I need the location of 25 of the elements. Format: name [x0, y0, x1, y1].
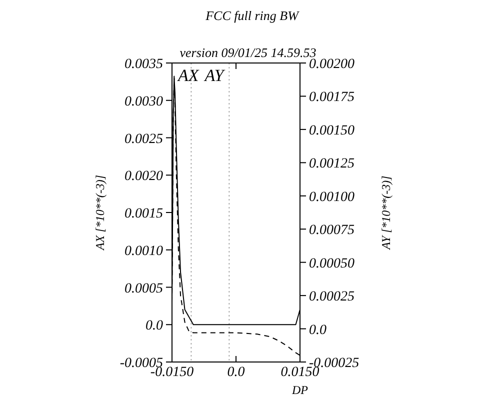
y2-tick-label: 0.00175 [309, 90, 354, 106]
y-tick-label: 0.0035 [124, 57, 163, 72]
y-axis-title: AX [*10**(-3)] [93, 174, 107, 251]
y2-tick-label: 0.00125 [309, 156, 354, 172]
y2-tick-label: 0.00025 [309, 290, 354, 305]
y2-tick-label: 0.00100 [309, 190, 354, 205]
y2-tick-label: 0.00075 [309, 223, 354, 238]
y-tick-label: 0.0010 [124, 244, 163, 259]
y-tick-label: 0.0025 [124, 132, 163, 147]
chart-subtitle: version 09/01/25 14.59.53 [180, 45, 317, 60]
y-tick-label: 0.0015 [124, 206, 163, 222]
y-tick-label: 0.0 [146, 318, 163, 334]
y-tick-label: 0.0005 [124, 281, 163, 296]
chart-title: FCC full ring BW [204, 8, 300, 23]
y2-axis-title: AY [*10**(-3)] [379, 175, 393, 250]
y-tick-label: 0.0030 [124, 94, 163, 110]
y2-tick-label: 0.00050 [309, 256, 354, 272]
y2-tick-label: 0.00150 [309, 123, 354, 138]
x-axis-title: DP [291, 383, 309, 397]
series-label: AY [204, 66, 226, 85]
x-tick-label: 0.0 [227, 365, 245, 380]
y2-tick-label: 0.0 [309, 322, 326, 338]
y-tick-label: 0.0020 [124, 169, 163, 184]
y2-tick-label: 0.00200 [309, 57, 354, 72]
legend-label: AX [177, 66, 200, 85]
